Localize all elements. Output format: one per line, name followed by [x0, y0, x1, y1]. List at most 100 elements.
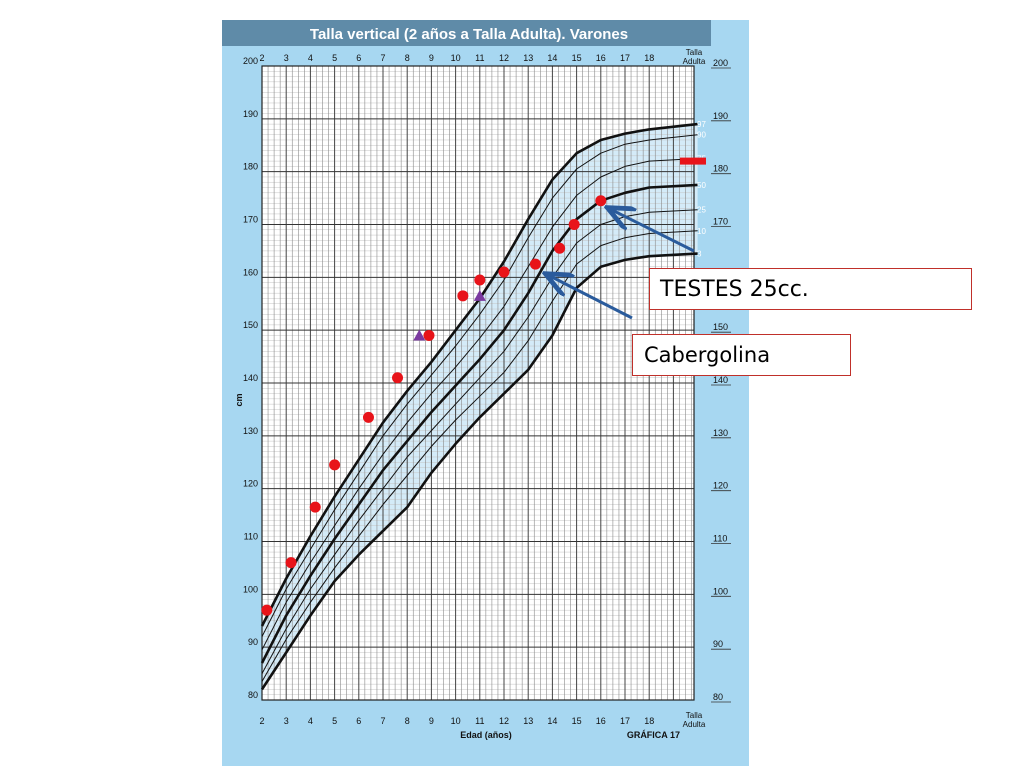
x-tick-label-top: 13 — [523, 53, 533, 63]
patient-point — [474, 274, 486, 286]
patient-point — [568, 219, 580, 230]
patient-point — [329, 459, 341, 471]
y-tick-label-left: 160 — [243, 267, 258, 277]
x-tick-label-bottom: 7 — [380, 716, 385, 726]
x-tick-label-bottom: 8 — [405, 716, 410, 726]
triangle-point — [473, 289, 486, 301]
x-tick-label-top: 5 — [332, 53, 337, 63]
patient-point — [392, 372, 404, 384]
percentile-label: 97 — [697, 120, 706, 129]
x-tick-label-top: 12 — [499, 53, 509, 63]
percentile-label: 3 — [697, 250, 702, 259]
testes-callout: TESTES 25cc. — [649, 268, 972, 310]
x-tick-label-bottom: 18 — [644, 716, 654, 726]
patient-point — [529, 258, 541, 270]
y-tick-label-right: 190 — [713, 111, 728, 121]
percentile-label: 90 — [697, 131, 706, 140]
percentile-label: 50 — [697, 181, 706, 190]
y-tick-label-left: 140 — [243, 373, 258, 383]
chart-footer: GRÁFICA 17 — [627, 730, 680, 740]
y-tick-label-left: 150 — [243, 320, 258, 330]
x-tick-label-top: 11 — [475, 53, 484, 63]
patient-point — [554, 242, 566, 254]
y-tick-label-left: 200 — [243, 56, 258, 66]
y-tick-label-left: 110 — [244, 532, 258, 542]
adult-target-mark — [680, 157, 706, 165]
patient-point — [309, 501, 321, 513]
cabergolina-callout: Cabergolina — [632, 334, 851, 376]
percentile-curve-p10 — [261, 230, 698, 682]
triangle-point — [413, 329, 426, 341]
y-tick-label-left: 130 — [243, 426, 258, 436]
x-tick-label-top: 4 — [308, 53, 313, 63]
patient-point — [498, 266, 510, 278]
x-tick-label-top: 14 — [547, 53, 557, 63]
x-tick-label-top: 9 — [429, 53, 434, 63]
percentile-curve-p90 — [261, 134, 698, 637]
y-tick-label-right: 170 — [713, 217, 728, 227]
x-tick-label-top: 15 — [572, 53, 582, 63]
y-tick-label-right: 150 — [713, 322, 728, 332]
percentile-curve-p3 — [260, 252, 698, 691]
x-tick-label-top: 10 — [451, 53, 461, 63]
x-tick-label-bottom: 13 — [523, 716, 533, 726]
patient-point — [261, 604, 273, 616]
x-tick-label-bottom: 10 — [451, 716, 461, 726]
patient-point — [457, 290, 469, 302]
x-tick-label-top: 2 — [259, 53, 264, 63]
x-tick-label-bottom: 15 — [572, 716, 582, 726]
y-tick-label-right: 80 — [713, 692, 723, 702]
x-tick-label-top: 17 — [620, 53, 630, 63]
x-tick-label-bottom: 5 — [332, 716, 337, 726]
patient-point — [285, 557, 297, 569]
x-tick-label-top: 3 — [284, 53, 289, 63]
y-tick-label-left: 120 — [243, 479, 258, 489]
patient-point — [595, 195, 607, 207]
y-tick-label-left: 80 — [248, 690, 258, 700]
y-tick-label-right: 130 — [713, 428, 728, 438]
percentile-label: 25 — [697, 206, 706, 215]
x-tick-label-bottom: 17 — [620, 716, 630, 726]
patient-point — [423, 329, 435, 341]
y-tick-label-right: 100 — [713, 586, 728, 596]
adult-label-bottom-1: Talla — [686, 711, 703, 720]
adult-label-top-1: Talla — [686, 48, 703, 57]
adult-label-bottom-2: Adulta — [683, 720, 706, 729]
y-tick-label-right: 110 — [713, 534, 727, 544]
testes-arrow — [610, 209, 695, 253]
y-tick-label-left: 170 — [243, 215, 258, 225]
y-tick-label-left: 190 — [243, 109, 258, 119]
x-tick-label-bottom: 11 — [475, 716, 484, 726]
cabergolina-arrow — [548, 275, 633, 320]
chart-title: Talla vertical (2 años a Talla Adulta). … — [310, 26, 628, 43]
x-tick-label-top: 16 — [596, 53, 606, 63]
y-tick-label-left: 180 — [243, 162, 258, 172]
y-tick-label-left: 100 — [243, 584, 258, 594]
y-tick-label-right: 120 — [713, 481, 728, 491]
adult-label-top-2: Adulta — [683, 57, 706, 66]
cabergolina-label: Cabergolina — [644, 343, 771, 367]
patient-point — [362, 411, 374, 423]
x-tick-label-bottom: 2 — [259, 716, 264, 726]
chart-header-bar — [222, 20, 711, 46]
plot-border — [261, 65, 695, 701]
x-tick-label-bottom: 14 — [547, 716, 557, 726]
x-tick-label-bottom: 3 — [284, 716, 289, 726]
x-tick-label-top: 6 — [356, 53, 361, 63]
percentile-curve-p75 — [261, 158, 698, 651]
x-tick-label-bottom: 4 — [308, 716, 313, 726]
y-tick-label-left: 90 — [248, 637, 258, 647]
x-tick-label-top: 18 — [644, 53, 654, 63]
y-tick-label-right: 180 — [713, 164, 728, 174]
x-tick-label-top: 8 — [405, 53, 410, 63]
x-tick-label-bottom: 6 — [356, 716, 361, 726]
y-axis-label: cm — [234, 393, 244, 406]
y-tick-label-right: 90 — [713, 639, 723, 649]
percentile-curve-p97 — [260, 122, 698, 627]
percentile-label: 10 — [697, 227, 706, 236]
x-tick-label-bottom: 16 — [596, 716, 606, 726]
x-tick-label-bottom: 9 — [429, 716, 434, 726]
x-tick-label-bottom: 12 — [499, 716, 509, 726]
testes-label: TESTES 25cc. — [660, 277, 809, 302]
